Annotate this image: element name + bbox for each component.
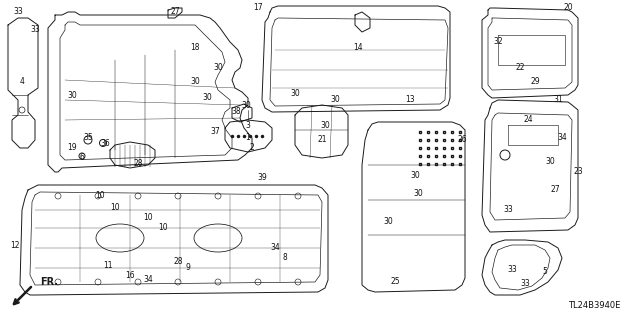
Text: 33: 33 [30,26,40,34]
Text: 9: 9 [186,263,191,272]
Text: 37: 37 [210,128,220,137]
Text: 34: 34 [557,133,567,143]
Text: 34: 34 [143,276,153,285]
Text: 30: 30 [320,121,330,130]
Text: 30: 30 [202,93,212,102]
Text: 17: 17 [253,4,263,12]
Text: 28: 28 [133,159,143,167]
Text: 30: 30 [330,95,340,105]
Text: 10: 10 [95,190,105,199]
Text: 36: 36 [100,138,110,147]
Text: 5: 5 [543,268,547,277]
Text: 11: 11 [103,261,113,270]
Text: 30: 30 [213,63,223,72]
Text: 22: 22 [515,63,525,72]
Text: 21: 21 [317,136,327,145]
Text: 10: 10 [110,204,120,212]
Text: 10: 10 [143,213,153,222]
Text: 8: 8 [283,254,287,263]
Text: 23: 23 [573,167,583,176]
Text: 2: 2 [250,144,254,152]
Text: 39: 39 [257,174,267,182]
Text: 30: 30 [67,91,77,100]
Text: 18: 18 [190,43,200,53]
Text: 30: 30 [190,78,200,86]
Text: 29: 29 [530,78,540,86]
Text: 14: 14 [353,43,363,53]
Text: 24: 24 [523,115,533,124]
Text: 1: 1 [246,132,250,142]
Text: 3: 3 [246,121,250,130]
Text: 13: 13 [405,95,415,105]
Text: 35: 35 [83,133,93,143]
Text: 12: 12 [10,241,20,249]
Text: 34: 34 [270,243,280,253]
Text: 4: 4 [20,78,24,86]
Text: 25: 25 [390,278,400,286]
Text: 30: 30 [413,189,423,197]
Text: 20: 20 [563,4,573,12]
Text: 33: 33 [503,205,513,214]
Text: 10: 10 [158,224,168,233]
Text: 6: 6 [79,153,84,162]
Text: 30: 30 [383,218,393,226]
Text: 26: 26 [457,136,467,145]
Text: 33: 33 [520,278,530,287]
Text: 32: 32 [493,38,503,47]
Text: 30: 30 [241,100,251,109]
Text: 31: 31 [553,95,563,105]
Text: 27: 27 [550,186,560,195]
Text: 38: 38 [231,108,241,116]
Text: 27: 27 [170,8,180,17]
Text: 33: 33 [507,265,517,275]
Text: 33: 33 [13,8,23,17]
Text: 28: 28 [173,257,183,266]
Text: FR.: FR. [40,277,58,287]
Text: 30: 30 [290,88,300,98]
Text: 30: 30 [545,158,555,167]
Text: 19: 19 [67,144,77,152]
Text: 16: 16 [125,271,135,279]
Text: TL24B3940E: TL24B3940E [568,301,620,310]
Text: 30: 30 [410,170,420,180]
